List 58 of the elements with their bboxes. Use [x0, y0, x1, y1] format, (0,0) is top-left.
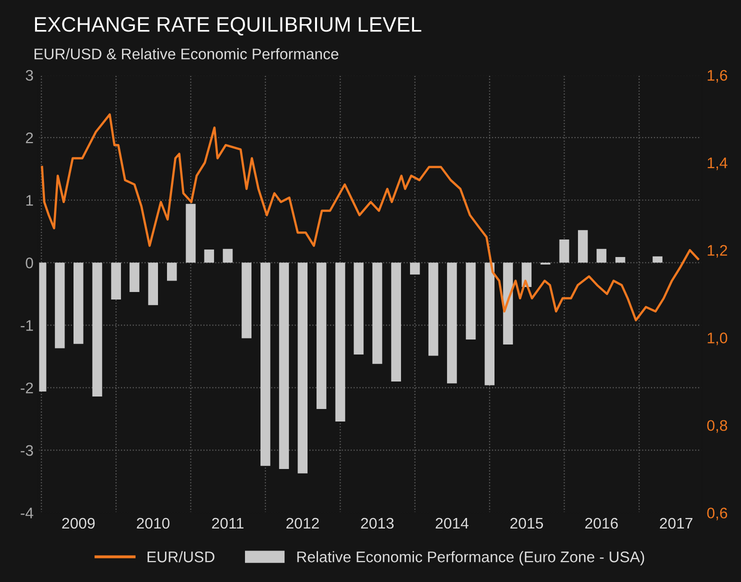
bar — [354, 262, 364, 355]
y2-tick-label: 0,6 — [707, 508, 728, 520]
y2-tick-label: 0,8 — [707, 420, 728, 433]
x-tick-label: 2010 — [136, 518, 170, 529]
bar — [167, 262, 177, 281]
bar — [222, 248, 233, 263]
bar — [186, 204, 196, 263]
bar — [559, 240, 570, 263]
bar — [148, 262, 158, 306]
bar — [316, 262, 326, 409]
bar — [596, 248, 606, 263]
y-tick-label: 0 — [26, 258, 34, 268]
bar — [466, 262, 476, 340]
line-series — [40, 113, 700, 322]
x-tick-label: 2015 — [510, 518, 543, 529]
bar — [578, 230, 588, 263]
chart-subtitle: EUR/USD & Relative Economic Performance — [34, 48, 338, 60]
x-tick-label: 2017 — [660, 518, 692, 529]
bar — [615, 257, 626, 263]
bar — [260, 262, 270, 466]
y-tick-label: -1 — [20, 320, 33, 331]
legend-label: EUR/USD — [148, 551, 214, 562]
y-tick-label: 2 — [26, 132, 33, 144]
bar — [242, 262, 252, 338]
bar — [428, 262, 438, 356]
y2-tick-label: 1,4 — [708, 158, 728, 170]
legend-label: Relative Economic Performance (Euro Zone - USA) — [297, 551, 644, 566]
bar — [130, 262, 140, 292]
bar — [503, 262, 513, 345]
y-tick-label: -2 — [20, 382, 33, 394]
bar — [372, 262, 382, 364]
bar — [279, 262, 289, 469]
bar — [74, 262, 84, 344]
y-tick-label: 1 — [26, 195, 33, 206]
bar — [204, 250, 214, 263]
x-tick-label: 2016 — [585, 518, 618, 529]
chart-title: EXCHANGE RATE EQUILIBRIUM LEVEL — [35, 17, 422, 36]
y-tick-label: -4 — [20, 508, 34, 518]
bar — [484, 262, 495, 386]
bar — [54, 262, 65, 348]
y2-tick-label: 1,0 — [708, 332, 728, 346]
x-tick-label: 2011 — [212, 518, 244, 529]
x-tick-label: 2013 — [361, 518, 394, 529]
bar — [652, 256, 662, 263]
bar — [298, 262, 308, 474]
x-tick-label: 2014 — [436, 518, 469, 529]
bar — [335, 262, 346, 422]
y-tick-label: -3 — [20, 445, 33, 456]
bar — [410, 262, 420, 275]
x-tick-label: 2009 — [62, 518, 95, 529]
bar — [92, 262, 102, 396]
bar — [111, 262, 121, 300]
y2-tick-label: 1,6 — [708, 70, 728, 83]
x-tick-label: 2012 — [286, 518, 319, 529]
y2-tick-label: 1,2 — [708, 245, 728, 258]
y-tick-label: 3 — [26, 70, 33, 81]
bar — [391, 262, 402, 382]
bar — [447, 262, 457, 384]
